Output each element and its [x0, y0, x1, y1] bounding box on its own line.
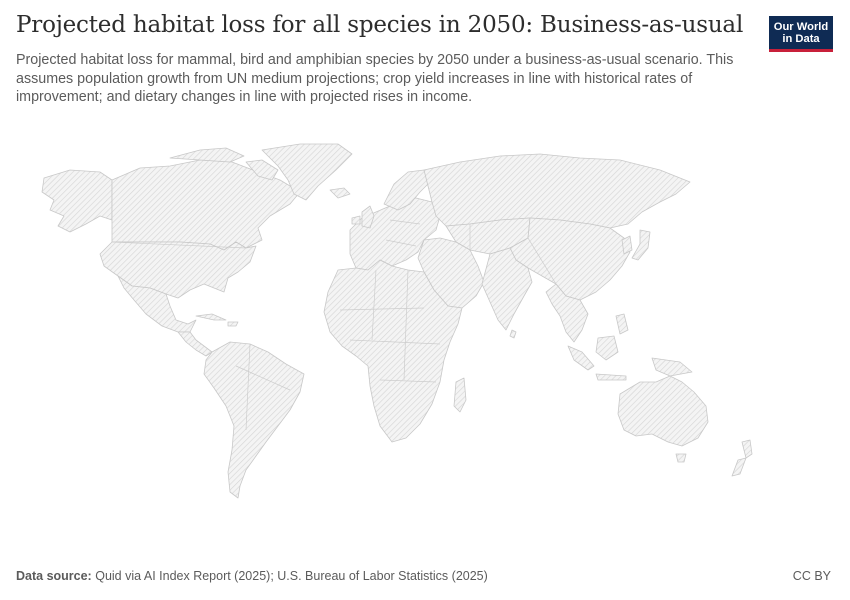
- license-label[interactable]: CC BY: [792, 569, 831, 583]
- region-arctic-islands[interactable]: [169, 147, 245, 163]
- region-philippines[interactable]: [615, 313, 629, 335]
- region-ireland[interactable]: [351, 215, 361, 225]
- logo-line-2: in Data: [782, 32, 820, 45]
- region-java[interactable]: [595, 373, 627, 381]
- region-new-zealand-north[interactable]: [741, 439, 753, 459]
- world-map[interactable]: [0, 120, 850, 510]
- region-south-america[interactable]: [203, 341, 305, 499]
- region-africa[interactable]: [323, 259, 463, 443]
- region-baffin-island[interactable]: [245, 159, 279, 181]
- region-tasmania[interactable]: [675, 453, 687, 463]
- chart-subtitle: Projected habitat loss for mammal, bird …: [16, 52, 734, 105]
- region-mexico[interactable]: [117, 275, 197, 333]
- region-australia[interactable]: [617, 375, 709, 447]
- region-alaska[interactable]: [41, 169, 113, 233]
- region-greenland[interactable]: [261, 143, 353, 201]
- region-central-america[interactable]: [177, 331, 213, 357]
- data-source-text[interactable]: Quid via AI Index Report (2025); U.S. Bu…: [95, 569, 488, 583]
- owid-logo[interactable]: Our World in Data: [769, 16, 833, 52]
- region-new-zealand-south[interactable]: [731, 457, 747, 477]
- logo-line-1: Our World: [773, 20, 829, 33]
- region-hispaniola[interactable]: [227, 321, 239, 327]
- region-russia[interactable]: [423, 153, 691, 229]
- region-sri-lanka[interactable]: [509, 329, 517, 339]
- region-india[interactable]: [481, 247, 533, 331]
- region-cuba[interactable]: [195, 313, 227, 321]
- region-japan[interactable]: [631, 229, 651, 261]
- region-borneo[interactable]: [595, 335, 619, 361]
- region-united-kingdom[interactable]: [361, 205, 375, 229]
- region-southeast-asia[interactable]: [545, 283, 589, 343]
- region-korea[interactable]: [621, 235, 633, 255]
- data-source: Data source: Quid via AI Index Report (2…: [16, 569, 488, 583]
- region-iceland[interactable]: [329, 187, 351, 199]
- region-sumatra[interactable]: [567, 345, 595, 371]
- country-borders: [111, 219, 557, 431]
- region-united-states[interactable]: [99, 241, 257, 299]
- data-source-label: Data source:: [16, 569, 92, 583]
- region-new-guinea[interactable]: [651, 357, 693, 377]
- region-madagascar[interactable]: [453, 377, 467, 413]
- chart-title: Projected habitat loss for all species i…: [16, 12, 744, 38]
